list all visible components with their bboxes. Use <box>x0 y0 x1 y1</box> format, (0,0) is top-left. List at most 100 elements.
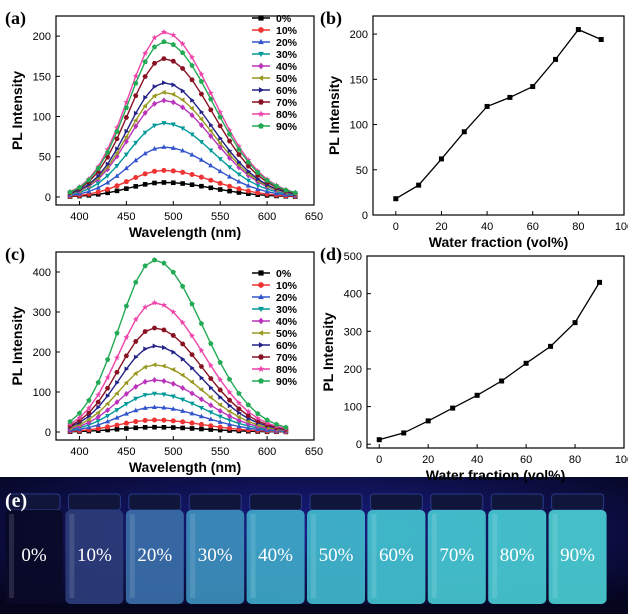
data-point <box>217 187 223 192</box>
data-point <box>217 168 223 174</box>
chart-b: 0 20 40 60 80 100 0 50 100 150 200 Water fraction (… <box>326 15 628 250</box>
y-tick-label: 150 <box>33 71 51 83</box>
data-point <box>227 183 233 189</box>
x-tick-label: 40 <box>481 221 493 233</box>
data-point <box>208 133 214 140</box>
data-point <box>142 425 148 430</box>
data-point <box>218 394 223 400</box>
data-point <box>236 152 242 157</box>
chart-d: 0 20 40 60 80 100 0 100 200 300 400 500 Water fracti… <box>320 251 628 483</box>
vial-label: 50% <box>319 545 354 566</box>
data-point <box>142 103 147 109</box>
data-point <box>114 183 120 189</box>
data-point <box>217 419 223 424</box>
data-point <box>189 390 195 397</box>
data-point <box>123 420 129 426</box>
data-point <box>226 376 233 382</box>
x-axis-label: Water fraction (vol%) <box>426 467 566 483</box>
legend-label: 0% <box>276 268 292 280</box>
data-point <box>114 369 120 375</box>
data-point <box>236 178 242 184</box>
data-point <box>95 410 101 416</box>
data-point <box>170 122 176 128</box>
data-point <box>133 279 139 285</box>
data-point <box>76 184 83 190</box>
data-point <box>142 109 148 116</box>
x-tick-label: 550 <box>211 211 229 223</box>
data-point <box>142 74 148 79</box>
data-point <box>123 98 130 105</box>
data-point <box>142 150 148 156</box>
data-point <box>180 126 186 132</box>
data-point <box>114 408 120 413</box>
data-point <box>104 374 111 381</box>
data-point <box>161 144 167 149</box>
data-point <box>189 77 195 83</box>
data-point <box>179 40 186 47</box>
vial-highlight <box>552 514 558 598</box>
data-point <box>255 176 261 182</box>
data-point <box>170 58 176 64</box>
data-point <box>198 413 204 419</box>
plot-frame <box>372 15 625 216</box>
data-point <box>199 375 205 381</box>
series-line <box>69 302 287 430</box>
data-point <box>190 365 195 371</box>
data-point <box>123 134 129 140</box>
x-tick-label: 400 <box>70 211 88 223</box>
data-point <box>438 156 444 162</box>
panel-label-b: (b) <box>320 8 342 29</box>
data-point <box>227 425 233 431</box>
legend-marker <box>258 38 264 45</box>
data-point <box>208 162 214 168</box>
y-tick-label: 100 <box>33 112 51 124</box>
data-point <box>283 187 289 193</box>
y-tick-label: 0 <box>362 210 368 222</box>
data-point <box>217 180 223 186</box>
data-point <box>217 424 223 430</box>
data-point <box>170 99 176 106</box>
data-point <box>161 363 166 369</box>
data-point <box>133 396 139 402</box>
data-point <box>507 94 513 100</box>
data-point <box>143 94 148 101</box>
legend-marker <box>258 354 264 360</box>
data-point <box>376 437 382 443</box>
data-point <box>208 122 214 128</box>
data-point <box>597 279 603 285</box>
x-tick-label: 650 <box>305 211 323 223</box>
data-point <box>264 419 271 426</box>
data-point <box>235 143 243 150</box>
data-point <box>208 394 213 400</box>
data-point <box>161 424 167 430</box>
vial-body <box>307 510 365 604</box>
data-point <box>189 420 195 426</box>
data-point <box>217 109 224 115</box>
plot-frame <box>55 15 315 206</box>
legend-label: 30% <box>276 49 298 61</box>
data-point <box>104 401 110 407</box>
data-point <box>180 147 186 153</box>
vial-label: 40% <box>258 545 293 566</box>
data-point <box>105 407 111 414</box>
data-point <box>170 31 177 38</box>
legend-marker <box>257 110 265 117</box>
data-point <box>161 121 167 126</box>
data-point <box>208 340 214 346</box>
data-point <box>236 172 242 178</box>
data-point <box>115 146 120 152</box>
data-point <box>151 404 158 410</box>
data-point <box>255 410 261 416</box>
x-tick-label: 650 <box>305 446 323 458</box>
y-tick-label: 0 <box>45 427 51 439</box>
data-point <box>95 379 101 385</box>
data-point <box>133 110 139 116</box>
data-point <box>245 178 251 184</box>
panel-label-d: (d) <box>320 244 342 265</box>
data-point <box>255 190 261 196</box>
vial-body <box>186 510 245 604</box>
data-point <box>264 417 270 423</box>
data-point <box>208 96 214 102</box>
data-point <box>132 73 139 79</box>
data-point <box>236 406 242 412</box>
